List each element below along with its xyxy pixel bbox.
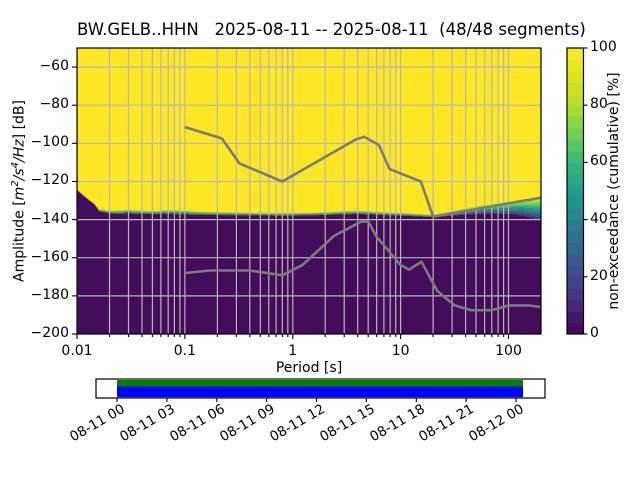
nhnm-line <box>184 125 541 218</box>
y-axis-label-part: 4 <box>10 161 21 169</box>
chart-title: BW.GELB..HHN 2025-08-11 -- 2025-08-11 (4… <box>77 20 586 39</box>
plot-border <box>76 47 542 335</box>
y-tick-label: −80 <box>39 96 69 113</box>
y-tick-label: −100 <box>30 134 69 151</box>
colorbar-tick-label: 20 <box>590 267 608 284</box>
colorbar-tick-label: 40 <box>590 210 608 227</box>
y-tick-label: −160 <box>30 248 69 265</box>
y-axis-label-part: 2 <box>10 180 21 187</box>
colorbar-border <box>566 47 585 335</box>
y-tick-label: −120 <box>30 172 69 189</box>
colorbar-label: non-exceedance (cumulative) [%] <box>606 72 622 310</box>
x-tick-label: 100 <box>495 343 522 359</box>
coverage-timeline <box>95 378 546 402</box>
heatmap-field <box>77 48 541 334</box>
noise-models <box>184 125 541 312</box>
timeline-border <box>95 378 546 399</box>
x-tick-label: 10 <box>391 343 410 359</box>
y-tick-label: −60 <box>39 58 69 75</box>
y-tick-label: −180 <box>30 286 69 303</box>
colorbar-tick-label: 100 <box>590 39 617 55</box>
y-tick-label: −200 <box>30 325 69 341</box>
x-tick-label: 0.01 <box>61 343 93 359</box>
x-axis-label: Period [s] <box>275 360 343 376</box>
nlnm-line <box>184 220 541 312</box>
coverage-bar-green <box>117 380 523 387</box>
y-tick-label: −140 <box>30 210 69 227</box>
colorbar-tick-label: 60 <box>590 153 608 170</box>
x-tick-label: 1 <box>288 343 298 359</box>
x-tick-label: 0.1 <box>173 343 196 359</box>
low-percentile-region <box>77 190 541 334</box>
y-axis-label-part: / <box>11 157 28 162</box>
colorbar <box>566 47 588 335</box>
colorbar-tick-label: 0 <box>590 325 599 341</box>
coverage-bar-blue <box>117 386 523 398</box>
colorbar-tick-label: 80 <box>590 96 608 113</box>
gridlines <box>77 48 541 334</box>
